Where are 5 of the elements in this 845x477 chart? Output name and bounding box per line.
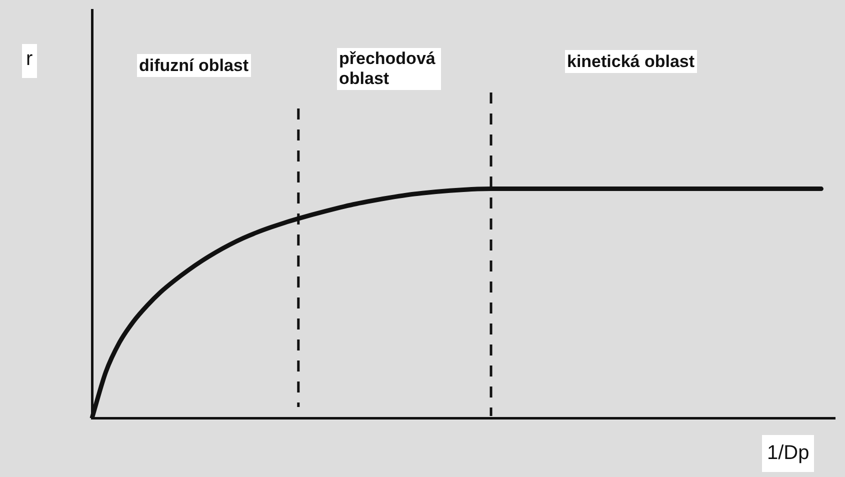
text: přechodová oblast <box>337 48 441 90</box>
text: kinetická oblast <box>565 50 697 73</box>
text: difuzní oblast <box>137 54 251 77</box>
x-axis-title: 1/Dp <box>762 435 814 472</box>
text: r <box>22 44 37 78</box>
